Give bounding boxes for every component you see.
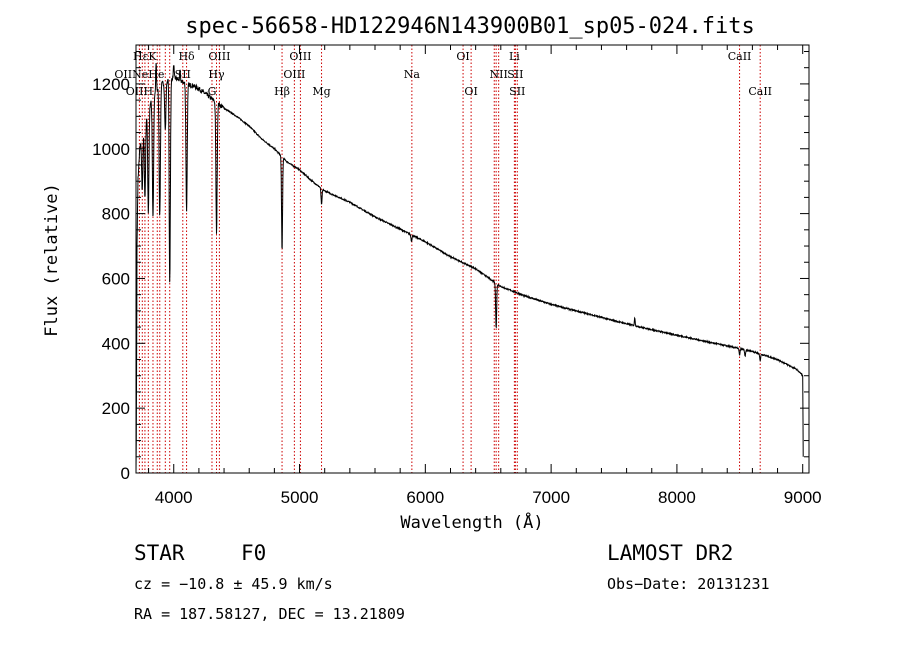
x-axis-label: Wavelength (Å) — [400, 511, 543, 533]
line-label: OIII — [289, 50, 311, 63]
line-label: SII — [175, 68, 191, 81]
y-tick-label: 1200 — [92, 75, 130, 94]
line-label: Hβ — [274, 85, 290, 98]
x-tick-label: 6000 — [406, 488, 444, 507]
y-tick-label: 400 — [102, 334, 130, 353]
line-label: NII — [490, 68, 508, 81]
line-label: Li — [509, 50, 520, 63]
x-tick-label: 7000 — [532, 488, 570, 507]
line-label: Mg — [312, 85, 330, 98]
line-label: OI — [464, 85, 477, 98]
line-label: HεK — [133, 50, 157, 63]
x-tick-label: 8000 — [658, 488, 696, 507]
line-label: G — [208, 85, 217, 98]
chart-title: spec-56658-HD122946N143900B01_sp05-024.f… — [185, 14, 755, 39]
object-subclass: F0 — [241, 541, 266, 565]
x-tick-label: 9000 — [784, 488, 822, 507]
line-label: Hγ — [208, 68, 225, 81]
y-tick-label: 0 — [121, 464, 130, 483]
ra-dec-coordinates: RA = 187.58127, DEC = 13.21809 — [134, 605, 405, 623]
survey-name: LAMOST DR2 — [607, 541, 733, 565]
line-label: SII — [507, 68, 523, 81]
line-label: OIII — [283, 68, 305, 81]
plot-frame — [135, 44, 810, 474]
y-tick-label: 1000 — [92, 140, 130, 159]
line-label: Na — [404, 68, 421, 81]
line-label: OIIH — [126, 85, 153, 98]
x-axis-ticks: 4000 5000 6000 7000 8000 9000 — [148, 45, 822, 507]
y-tick-label: 200 — [102, 399, 130, 418]
line-label: CaII — [728, 50, 752, 63]
line-label: OIII — [208, 50, 230, 63]
spectral-line-markers — [138, 45, 761, 473]
y-axis-ticks: 0 200 400 600 800 1000 1200 — [92, 50, 809, 483]
object-class: STAR — [134, 541, 185, 565]
line-label: OIINeHe — [114, 68, 164, 81]
x-tick-label: 4000 — [155, 488, 193, 507]
y-tick-label: 600 — [102, 269, 130, 288]
line-label: CaII — [748, 85, 772, 98]
x-tick-label: 5000 — [281, 488, 319, 507]
spectrum-line — [135, 62, 804, 474]
redshift-cz: cz = −10.8 ± 45.9 km/s — [134, 575, 333, 593]
y-axis-label: Flux (relative) — [42, 183, 62, 337]
line-label: Hδ — [178, 50, 195, 63]
line-label: OI — [456, 50, 469, 63]
line-label: SII — [509, 85, 525, 98]
y-tick-label: 800 — [102, 205, 130, 224]
observation-date: Obs−Date: 20131231 — [607, 575, 770, 593]
